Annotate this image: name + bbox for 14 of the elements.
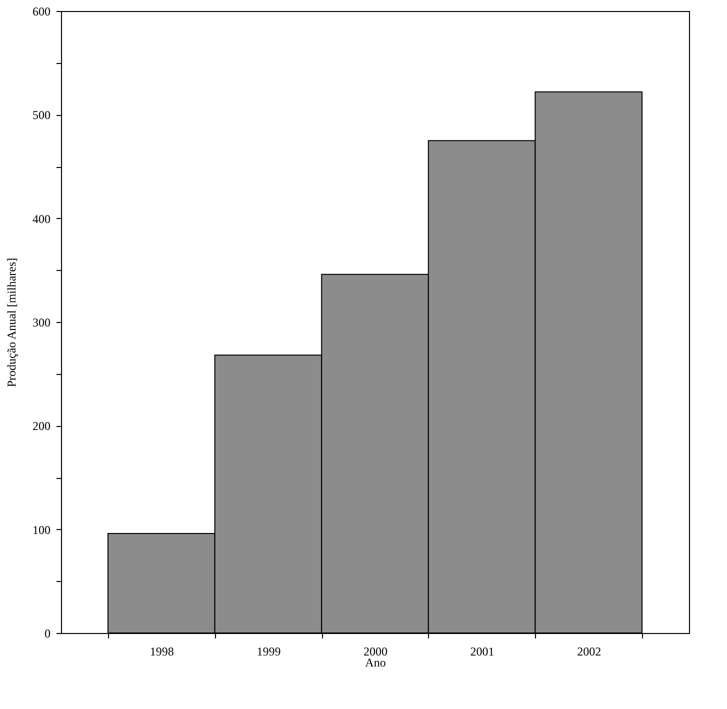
y-axis-title: Produção Anual [milhares] bbox=[4, 258, 18, 388]
x-axis-title: Ano bbox=[365, 656, 386, 670]
x-tick-label: 2000 bbox=[364, 644, 388, 658]
y-tick-label: 500 bbox=[32, 108, 50, 122]
y-tick-label: 100 bbox=[32, 522, 50, 537]
x-tick-label: 1998 bbox=[150, 644, 174, 658]
x-tick-label: 2002 bbox=[577, 644, 602, 658]
y-tick-label: 300 bbox=[32, 316, 50, 330]
x-tick-label: 1999 bbox=[256, 644, 281, 658]
y-tick-label: 200 bbox=[32, 419, 50, 434]
x-tick-label: 2001 bbox=[470, 644, 494, 658]
y-tick-label: 400 bbox=[32, 212, 50, 226]
y-tick-label: 0 bbox=[44, 626, 50, 640]
y-tick-label: 600 bbox=[32, 4, 50, 18]
